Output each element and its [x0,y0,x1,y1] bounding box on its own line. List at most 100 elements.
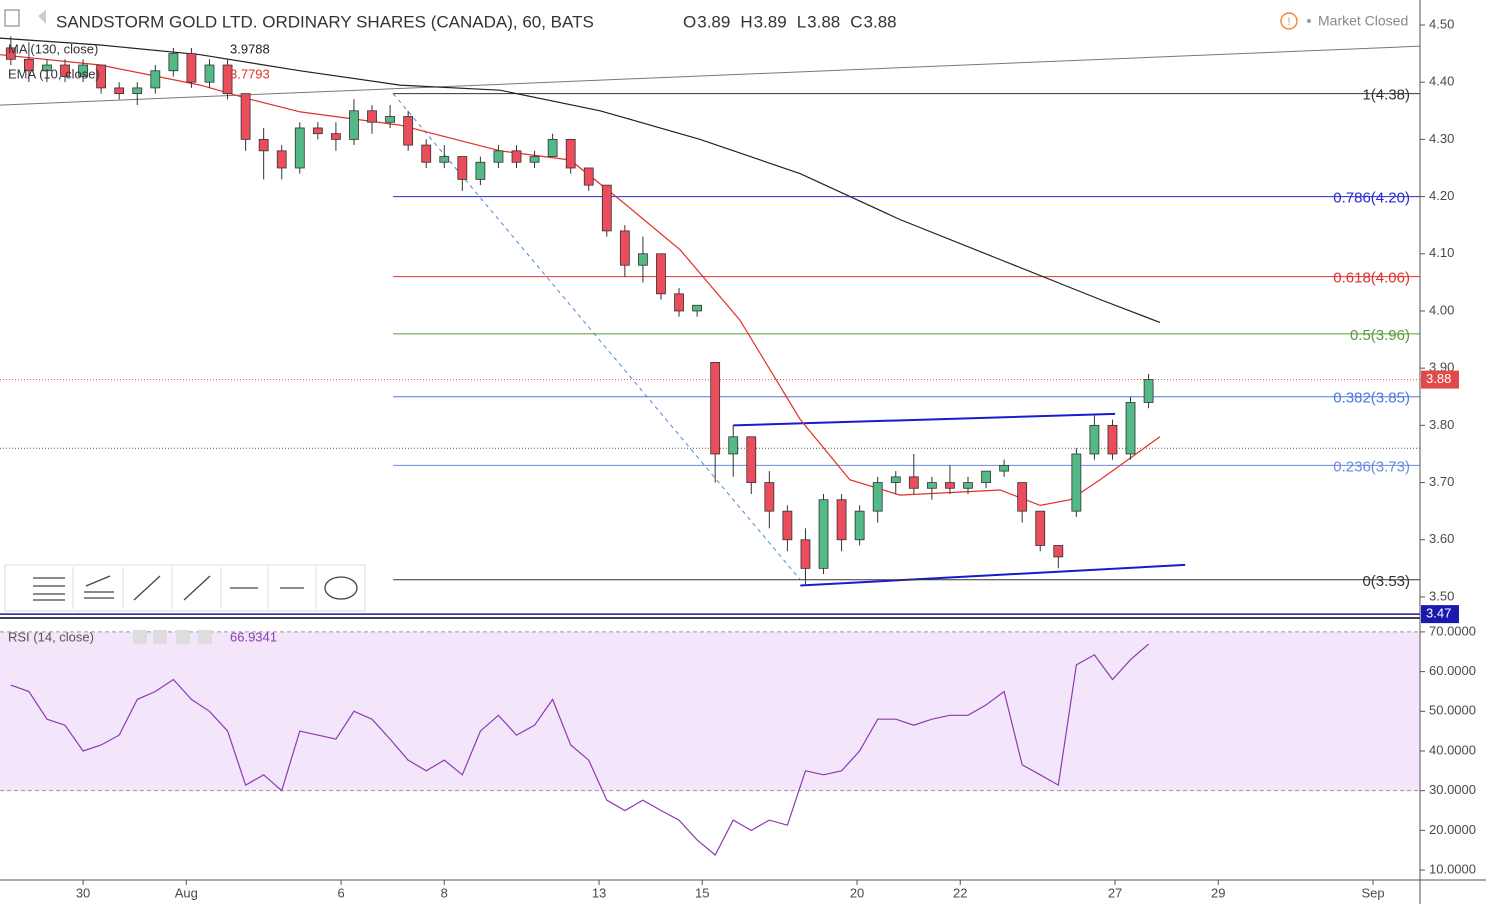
candle-body [872,482,883,512]
candle-body [258,138,269,152]
y-tick-label: 4.00 [1429,302,1454,317]
y-tick-label: 20.0000 [1429,822,1476,837]
candle-body [963,482,973,489]
candle-body [1107,424,1118,455]
candle-body [854,510,865,541]
drawing-toolbar [4,564,366,612]
candle-body [96,64,107,89]
ohlc-label: C [850,12,862,31]
y-tick-label: 10.0000 [1429,862,1476,877]
ohlc-value: 3.89 [697,12,730,31]
candle-body [999,465,1010,472]
x-tick-label: 20 [850,885,864,900]
y-tick-label: 3.50 [1429,588,1454,603]
y-tick-label: 3.70 [1429,474,1454,489]
candle-body [746,436,757,483]
icon[interactable] [133,630,147,644]
legend-entry: EMA (10, close) [8,66,100,81]
candle-body [475,161,486,180]
x-tick-label: 22 [953,885,967,900]
price-badge [1421,605,1459,624]
icon[interactable] [153,630,167,644]
rsi-band [0,631,1420,791]
x-tick-label: 15 [695,885,709,900]
candle-body [800,539,811,569]
candle-body [132,87,143,95]
candle-body [619,230,630,266]
toolbar [4,564,366,612]
y-tick-label: 4.40 [1429,74,1454,89]
status-icon-mark: ! [1287,16,1290,28]
candle-body [204,64,215,83]
y-tick-label: 3.60 [1429,531,1454,546]
candle-body [1089,424,1100,455]
candle-body [403,116,414,146]
candle-body [349,110,359,140]
candle-body [150,70,161,89]
candle-body [945,482,955,489]
candle-body [421,144,432,163]
rsi-line [10,643,1149,856]
candle-body [23,58,34,72]
status-icon [1280,12,1298,30]
candle-body [764,482,775,512]
candle-body [583,167,594,186]
ohlc-value: 3.88 [807,12,840,31]
candle-body [439,156,450,163]
ohlc-value: 3.88 [864,12,897,31]
candle-body [385,116,395,123]
tool-trendline[interactable] [133,575,161,601]
candle-body [114,87,125,95]
tool-fib-trend[interactable] [84,575,114,599]
y-tick-label: 4.10 [1429,245,1454,260]
candle-body [493,150,504,163]
candle-body [710,362,721,455]
candle-body [1017,482,1028,512]
candle-body [186,53,197,83]
icon[interactable] [198,630,212,644]
icon[interactable] [176,630,190,644]
x-tick-label: Aug [175,885,198,900]
legend-value: 3.7793 [230,66,270,81]
candle-body [818,499,829,569]
y-tick-label: 60.0000 [1429,663,1476,678]
trendline [733,412,1116,427]
y-tick-label: 40.0000 [1429,742,1476,757]
status-dot [1307,19,1311,23]
trendline [800,563,1186,587]
candle-body [782,510,793,541]
x-tick-label: 8 [441,885,448,900]
ohlc-readout: O 3.89 H 3.89 L 3.88 C 3.88 [683,12,897,31]
tool-ray[interactable] [183,575,211,601]
candle-body [908,476,919,489]
fib-label: 0.382(3.85) [1333,390,1410,407]
candle-body [565,138,576,169]
legend-value: 3.9788 [230,41,270,56]
candle-body [331,133,341,140]
candle-body [547,138,558,157]
candle-body [1035,510,1046,546]
fib-label: 0.786(4.20) [1333,190,1410,207]
candle-body [457,156,468,180]
x-tick-label: 13 [592,885,606,900]
price-plot: 1(4.38) 0.786(4.20) 0.618(4.06) 0.5(3.96) 0.… [0,36,1420,615]
rsi-title: RSI (14, close) [8,629,94,644]
tool-ellipse[interactable] [324,576,358,600]
collapse-icon[interactable] [4,9,20,27]
y-tick-label: 4.20 [1429,188,1454,203]
candle-body [529,156,540,163]
fib-label: 1(4.38) [1362,87,1410,104]
x-tick-label: Sep [1361,885,1384,900]
ohlc-label: O [683,12,696,31]
tool-fib[interactable] [33,577,65,601]
market-status: Market Closed [1318,13,1408,29]
candle-body [222,64,233,95]
overlay-line [0,37,1161,323]
price-badge [1421,370,1459,389]
fib-label: 0.236(3.73) [1333,458,1410,475]
candle-body [1053,545,1064,558]
price-badge-label: 3.88 [1426,371,1451,386]
y-tick-label: 4.30 [1429,131,1454,146]
